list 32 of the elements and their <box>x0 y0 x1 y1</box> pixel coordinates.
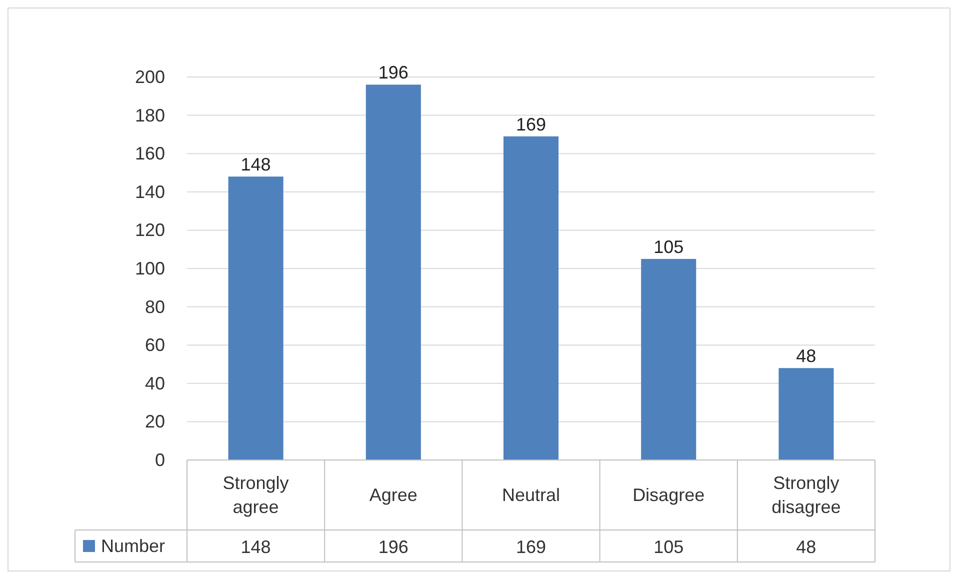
y-tick-label: 0 <box>154 450 165 470</box>
data-label: 105 <box>654 236 684 257</box>
y-tick-label: 60 <box>144 335 165 356</box>
y-tick-label: 80 <box>144 296 165 317</box>
text: 48 <box>796 537 816 557</box>
y-tick-label: 160 <box>134 144 165 164</box>
bar <box>366 84 421 460</box>
text: 196 <box>378 537 408 557</box>
bar <box>778 368 834 460</box>
legend-label: Number <box>101 536 166 556</box>
data-label: 169 <box>516 114 546 134</box>
y-tick-label: 120 <box>134 220 165 240</box>
bar <box>503 136 559 460</box>
x-tick-label: Agree <box>369 485 418 505</box>
x-tick-label: Neutral <box>502 485 560 505</box>
x-tick-label: Strongly agree <box>222 473 289 517</box>
y-tick-label: 140 <box>134 182 165 202</box>
bar <box>641 258 696 460</box>
y-tick-label: 40 <box>144 373 165 394</box>
y-tick-label: 180 <box>134 105 165 126</box>
y-tick-label: 200 <box>134 67 165 87</box>
text: 148 <box>240 537 271 557</box>
data-label: 48 <box>796 346 816 366</box>
bar <box>228 176 284 460</box>
y-tick-label: 100 <box>134 258 165 278</box>
x-tick-label: Strongly disagree <box>772 473 841 517</box>
data-label: 196 <box>378 62 408 83</box>
text: 169 <box>516 537 546 557</box>
x-tick-label: Disagree <box>632 485 705 505</box>
text: 105 <box>654 537 684 557</box>
y-tick-label: 20 <box>144 412 165 432</box>
data-label: 148 <box>240 154 271 175</box>
